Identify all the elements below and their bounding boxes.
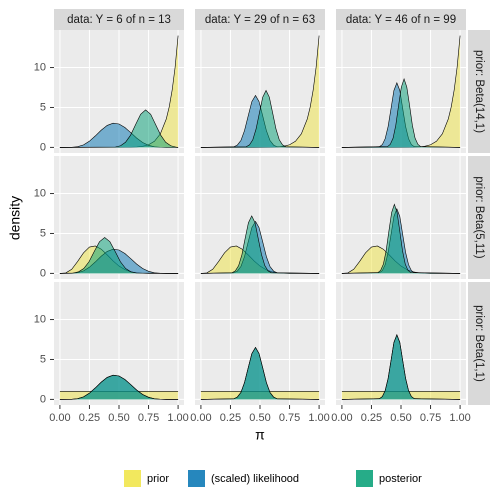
legend-label: prior <box>147 473 169 485</box>
strip-label: prior: Beta(5,11) <box>473 176 485 258</box>
y-tick-label: 0 <box>40 393 46 405</box>
y-tick-label: 0 <box>40 267 46 279</box>
density-line <box>341 203 461 274</box>
density-line <box>200 89 320 148</box>
strip-label: data: Y = 29 of n = 63 <box>205 14 315 26</box>
strip <box>336 9 466 30</box>
x-tick-label: 0.50 <box>108 412 129 424</box>
x-tick-label: 0.00 <box>331 412 352 424</box>
density-area <box>200 347 320 400</box>
density-area <box>341 35 461 148</box>
legend-key <box>124 470 141 487</box>
density-line <box>200 346 320 400</box>
density-area <box>59 237 179 274</box>
strip-label: data: Y = 46 of n = 99 <box>346 14 456 26</box>
legend-key <box>188 470 205 487</box>
density-area <box>341 204 461 274</box>
density-area <box>59 35 179 148</box>
y-tick-label: 5 <box>40 353 46 365</box>
density-area <box>341 334 461 400</box>
x-tick-label: 0.75 <box>420 412 441 424</box>
density-area <box>200 245 320 274</box>
x-tick-label: 0.50 <box>249 412 270 424</box>
strip-label: prior: Beta(14,1) <box>473 50 485 133</box>
x-tick-label: 1.00 <box>449 412 470 424</box>
strip <box>54 9 184 30</box>
strip-label: prior: Beta(1,1) <box>473 305 485 382</box>
y-tick-label: 5 <box>40 227 46 239</box>
x-tick-label: 1.00 <box>167 412 188 424</box>
density-area <box>200 90 320 148</box>
density-area <box>341 78 461 148</box>
strip <box>195 9 325 30</box>
density-area <box>341 245 461 274</box>
density-line <box>59 237 179 274</box>
density-line <box>59 374 179 400</box>
x-tick-label: 0.50 <box>390 412 411 424</box>
y-tick-label: 0 <box>40 141 46 153</box>
density-line <box>59 109 179 148</box>
legend-label: (scaled) likelihood <box>211 473 299 485</box>
y-axis-title: density <box>7 196 23 240</box>
y-tick-label: 5 <box>40 101 46 113</box>
density-area <box>59 109 179 148</box>
x-tick-label: 0.25 <box>220 412 241 424</box>
density-line <box>200 215 320 274</box>
y-tick-label: 10 <box>34 187 46 199</box>
x-tick-label: 0.75 <box>138 412 159 424</box>
strip <box>468 282 490 405</box>
x-tick-label: 0.00 <box>190 412 211 424</box>
density-line <box>341 78 461 148</box>
x-axis-title: π <box>255 427 265 443</box>
x-tick-label: 0.75 <box>279 412 300 424</box>
x-tick-label: 1.00 <box>308 412 329 424</box>
strip <box>468 30 490 153</box>
x-tick-label: 0.25 <box>79 412 100 424</box>
density-line <box>341 334 461 400</box>
y-tick-label: 10 <box>34 61 46 73</box>
density-area <box>200 215 320 274</box>
strip-label: data: Y = 6 of n = 13 <box>67 14 171 26</box>
density-area <box>200 35 320 148</box>
x-tick-label: 0.25 <box>361 412 382 424</box>
legend-label: posterior <box>379 473 422 485</box>
y-tick-label: 10 <box>34 313 46 325</box>
x-tick-label: 0.00 <box>49 412 70 424</box>
legend-key <box>356 470 373 487</box>
strip <box>468 156 490 279</box>
